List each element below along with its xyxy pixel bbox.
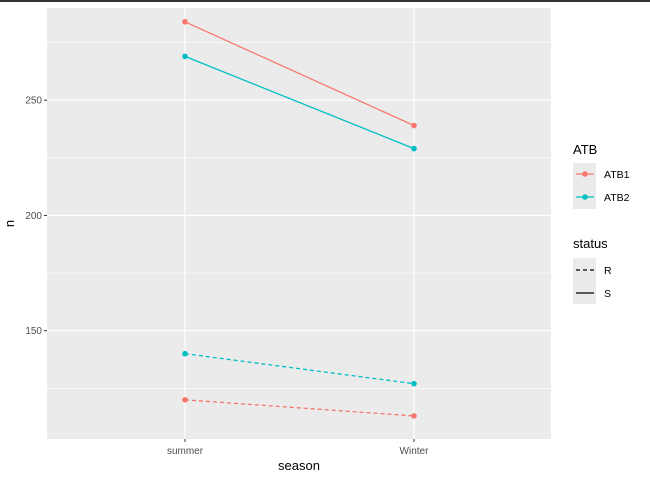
legend-key-background — [573, 258, 596, 304]
data-point — [411, 122, 417, 129]
legend-label: ATB1 — [604, 169, 630, 181]
legend-status-title: status — [573, 236, 608, 251]
series-line-atb2-s — [184, 55, 415, 150]
legend-label: ATB2 — [604, 192, 630, 204]
x-tick-label: summer — [167, 446, 204, 457]
data-point — [411, 145, 417, 152]
series-line-atb1-r — [184, 399, 415, 417]
y-axis-title: n — [2, 220, 17, 227]
legend-status: status RS — [573, 236, 612, 304]
legend-key-point — [582, 171, 588, 177]
data-point — [182, 53, 188, 60]
y-tick-label: 250 — [25, 96, 42, 107]
data-point — [182, 397, 188, 403]
series-layer — [182, 19, 417, 419]
minor-gridlines — [47, 42, 551, 389]
y-tick-label: 200 — [25, 211, 42, 222]
data-point — [182, 19, 188, 25]
legend-label: S — [604, 288, 611, 300]
x-axis-ticks: summer Winter — [167, 439, 429, 457]
series-line-atb1-s — [184, 21, 415, 127]
y-tick-label: 150 — [25, 326, 42, 337]
data-point — [411, 380, 417, 387]
major-gridlines — [47, 8, 551, 439]
legend-key-background — [573, 163, 596, 209]
data-point — [411, 413, 417, 419]
legend-label: R — [604, 265, 612, 277]
legend-atb: ATB ATB1 ATB2 — [573, 142, 630, 209]
x-axis-title: season — [278, 458, 320, 473]
legend-atb-title: ATB — [573, 142, 597, 157]
plot-panel — [47, 8, 551, 439]
series-line-atb2-r — [184, 353, 415, 385]
data-point — [182, 350, 188, 357]
legend-key-point — [582, 194, 588, 200]
y-axis-ticks: 150 200 250 — [25, 96, 47, 337]
x-tick-label: Winter — [400, 446, 430, 457]
top-border-line — [0, 0, 650, 2]
